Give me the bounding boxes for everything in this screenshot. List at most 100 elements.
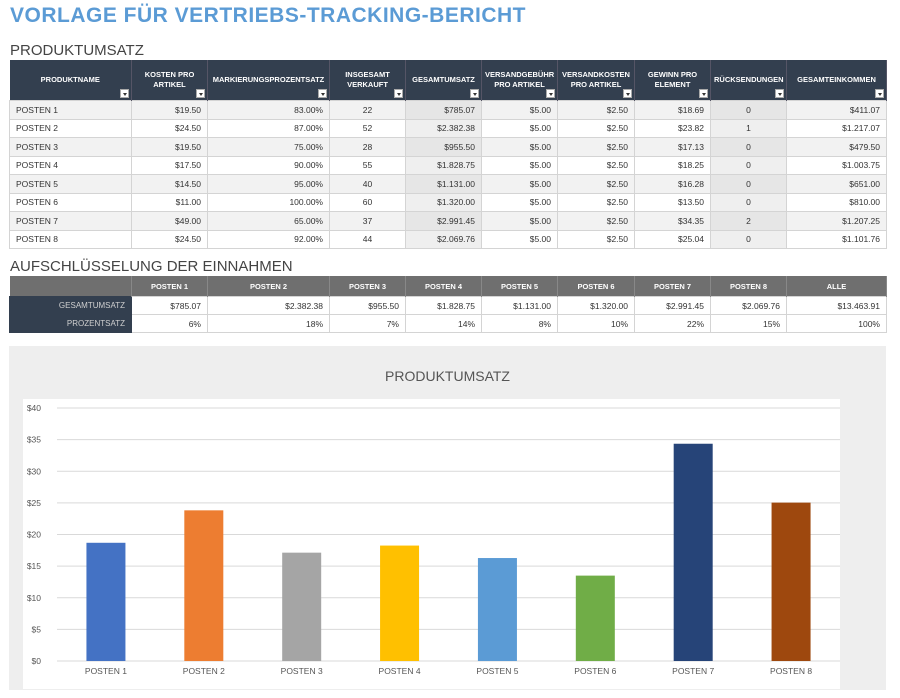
table-cell[interactable]: $5.00 — [481, 174, 558, 194]
table-cell[interactable]: $810.00 — [786, 192, 887, 212]
filter-dropdown-icon[interactable] — [546, 89, 555, 98]
table-cell[interactable]: 40 — [329, 174, 406, 194]
table-cell[interactable]: POSTEN 7 — [9, 211, 132, 231]
table-cell[interactable]: $5.00 — [481, 137, 558, 157]
table-cell[interactable]: 0 — [710, 174, 787, 194]
table-cell[interactable]: 52 — [329, 118, 406, 138]
table-cell[interactable]: $479.50 — [786, 137, 887, 157]
table-cell[interactable]: 37 — [329, 211, 406, 231]
table-cell[interactable]: $1.320.00 — [405, 192, 482, 212]
table-cell[interactable]: 100.00% — [207, 192, 330, 212]
table-cell[interactable]: $2.069.76 — [710, 296, 787, 315]
table-cell[interactable]: 15% — [710, 314, 787, 333]
table-cell[interactable]: 8% — [481, 314, 558, 333]
table-cell[interactable]: $2.991.45 — [405, 211, 482, 231]
table-cell[interactable]: POSTEN 6 — [9, 192, 132, 212]
filter-dropdown-icon[interactable] — [875, 89, 884, 98]
table-cell[interactable]: POSTEN 5 — [9, 174, 132, 194]
table-cell[interactable]: $2.50 — [557, 155, 635, 175]
table-cell[interactable]: $19.50 — [131, 137, 208, 157]
table-cell[interactable]: 22% — [634, 314, 711, 333]
table-cell[interactable]: 18% — [207, 314, 330, 333]
table-cell[interactable]: POSTEN 1 — [9, 100, 132, 120]
table-cell[interactable]: $24.50 — [131, 229, 208, 249]
table-cell[interactable]: 65.00% — [207, 211, 330, 231]
table-cell[interactable]: $2.50 — [557, 137, 635, 157]
filter-dropdown-icon[interactable] — [470, 89, 479, 98]
table-cell[interactable]: POSTEN 8 — [9, 229, 132, 249]
bar-posten-7[interactable] — [673, 443, 713, 661]
table-cell[interactable]: $17.13 — [634, 137, 711, 157]
table-cell[interactable]: 28 — [329, 137, 406, 157]
table-cell[interactable]: $13.50 — [634, 192, 711, 212]
table-cell[interactable]: $49.00 — [131, 211, 208, 231]
table-cell[interactable]: $5.00 — [481, 118, 558, 138]
table-cell[interactable]: 60 — [329, 192, 406, 212]
filter-dropdown-icon[interactable] — [775, 89, 784, 98]
table-cell[interactable]: $2.50 — [557, 118, 635, 138]
bar-posten-8[interactable] — [771, 502, 811, 661]
filter-dropdown-icon[interactable] — [623, 89, 632, 98]
table-cell[interactable]: POSTEN 3 — [9, 137, 132, 157]
table-cell[interactable]: $34.35 — [634, 211, 711, 231]
table-cell[interactable]: $2.382.38 — [405, 118, 482, 138]
table-cell[interactable]: $5.00 — [481, 100, 558, 120]
table-cell[interactable]: $411.07 — [786, 100, 887, 120]
table-cell[interactable]: $955.50 — [405, 137, 482, 157]
table-cell[interactable]: $2.50 — [557, 100, 635, 120]
table-cell[interactable]: 100% — [786, 314, 887, 333]
table-cell[interactable]: POSTEN 2 — [9, 118, 132, 138]
table-cell[interactable]: $11.00 — [131, 192, 208, 212]
filter-dropdown-icon[interactable] — [120, 89, 129, 98]
table-cell[interactable]: 1 — [710, 118, 787, 138]
table-cell[interactable]: $1.828.75 — [405, 155, 482, 175]
table-cell[interactable]: 0 — [710, 229, 787, 249]
table-cell[interactable]: $1.320.00 — [557, 296, 635, 315]
table-cell[interactable]: 55 — [329, 155, 406, 175]
table-cell[interactable]: $1.131.00 — [481, 296, 558, 315]
table-cell[interactable]: 0 — [710, 192, 787, 212]
bar-posten-4[interactable] — [380, 545, 420, 661]
table-cell[interactable]: 0 — [710, 100, 787, 120]
table-cell[interactable]: 95.00% — [207, 174, 330, 194]
table-cell[interactable]: 92.00% — [207, 229, 330, 249]
table-cell[interactable]: $14.50 — [131, 174, 208, 194]
table-cell[interactable]: 10% — [557, 314, 635, 333]
table-cell[interactable]: $17.50 — [131, 155, 208, 175]
filter-dropdown-icon[interactable] — [196, 89, 205, 98]
table-cell[interactable]: 75.00% — [207, 137, 330, 157]
table-cell[interactable]: 83.00% — [207, 100, 330, 120]
table-cell[interactable]: $2.069.76 — [405, 229, 482, 249]
table-cell[interactable]: $19.50 — [131, 100, 208, 120]
filter-dropdown-icon[interactable] — [699, 89, 708, 98]
table-cell[interactable]: 0 — [710, 155, 787, 175]
table-cell[interactable]: 87.00% — [207, 118, 330, 138]
table-cell[interactable]: $13.463.91 — [786, 296, 887, 315]
table-cell[interactable]: 14% — [405, 314, 482, 333]
table-cell[interactable]: $785.07 — [405, 100, 482, 120]
table-cell[interactable]: $18.69 — [634, 100, 711, 120]
table-cell[interactable]: 22 — [329, 100, 406, 120]
bar-posten-3[interactable] — [282, 552, 322, 661]
table-cell[interactable]: 7% — [329, 314, 406, 333]
table-cell[interactable]: $651.00 — [786, 174, 887, 194]
bar-posten-1[interactable] — [86, 542, 126, 661]
table-cell[interactable]: $2.50 — [557, 192, 635, 212]
table-cell[interactable]: $1.101.76 — [786, 229, 887, 249]
table-cell[interactable]: $2.50 — [557, 229, 635, 249]
table-cell[interactable]: $24.50 — [131, 118, 208, 138]
table-cell[interactable]: $23.82 — [634, 118, 711, 138]
table-cell[interactable]: $2.991.45 — [634, 296, 711, 315]
table-cell[interactable]: $16.28 — [634, 174, 711, 194]
table-cell[interactable]: $5.00 — [481, 229, 558, 249]
table-cell[interactable]: 0 — [710, 137, 787, 157]
table-cell[interactable]: $18.25 — [634, 155, 711, 175]
table-cell[interactable]: 44 — [329, 229, 406, 249]
table-cell[interactable]: POSTEN 4 — [9, 155, 132, 175]
filter-dropdown-icon[interactable] — [318, 89, 327, 98]
table-cell[interactable]: $785.07 — [131, 296, 208, 315]
table-cell[interactable]: 2 — [710, 211, 787, 231]
table-cell[interactable]: $955.50 — [329, 296, 406, 315]
bar-posten-5[interactable] — [477, 558, 517, 661]
table-cell[interactable]: $25.04 — [634, 229, 711, 249]
